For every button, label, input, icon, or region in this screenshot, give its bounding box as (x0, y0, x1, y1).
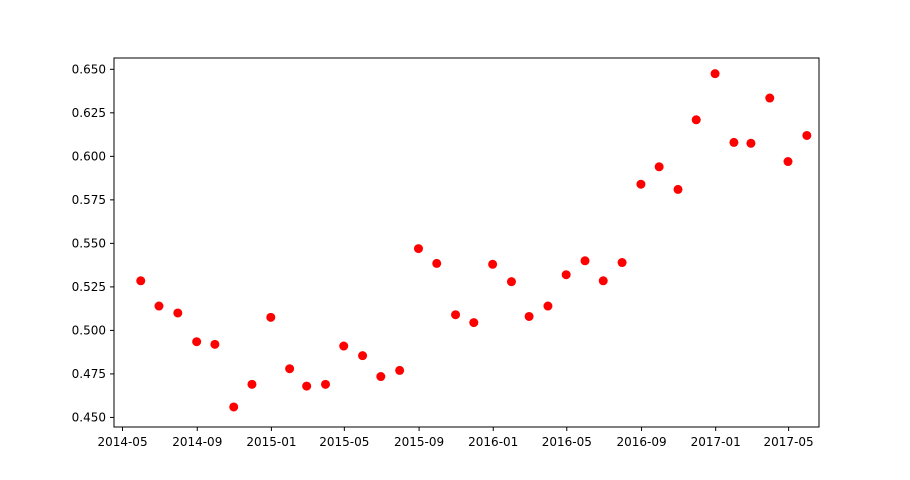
data-point (654, 162, 664, 172)
data-point (729, 137, 739, 147)
y-tick-label: 0.600 (72, 149, 106, 163)
data-point (636, 179, 646, 189)
y-tick-label: 0.550 (72, 236, 106, 250)
data-point (136, 276, 146, 286)
data-point (543, 301, 553, 311)
y-tick-label: 0.525 (72, 280, 106, 294)
y-axis: 0.450 0.475 0.500 0.525 0.550 0.575 0.600 0.625… (72, 62, 114, 424)
data-point (469, 318, 479, 328)
y-tick-label: 0.575 (72, 193, 106, 207)
data-point (339, 341, 349, 351)
y-tick-label: 0.475 (72, 367, 106, 381)
x-tick-label: 2016-05 (542, 435, 592, 449)
data-point (321, 379, 330, 389)
x-tick-label: 2014-09 (172, 435, 222, 449)
data-point (802, 130, 812, 140)
data-point (673, 184, 683, 194)
x-axis: 2014-05 2014-09 2015-01 2015-05 2015-09 2016-… (97, 427, 814, 449)
data-point (413, 244, 423, 254)
data-point (783, 157, 793, 167)
data-point (395, 365, 405, 375)
data-point (432, 258, 442, 268)
x-tick-label: 2014-05 (97, 435, 147, 449)
data-point (285, 364, 295, 374)
data-point (247, 379, 257, 389)
plot-frame (113, 57, 820, 428)
data-point (302, 381, 312, 391)
x-tick-label: 2017-01 (691, 435, 741, 449)
x-tick-label: 2017-05 (764, 435, 814, 449)
data-point (746, 138, 756, 148)
data-point (506, 277, 516, 287)
data-point (598, 276, 608, 286)
data-point (617, 258, 627, 268)
data-point (192, 337, 202, 347)
data-point (173, 308, 183, 318)
data-point (376, 372, 386, 382)
y-tick-label: 0.650 (72, 62, 106, 76)
plot-area (136, 69, 812, 412)
data-point (229, 402, 239, 412)
y-tick-label: 0.500 (72, 323, 106, 337)
x-tick-label: 2015-01 (246, 435, 296, 449)
y-tick-label: 0.450 (72, 410, 106, 424)
x-tick-label: 2016-09 (616, 435, 666, 449)
data-point (266, 312, 276, 322)
data-point (580, 256, 590, 266)
data-point (561, 270, 571, 280)
data-point (358, 351, 368, 361)
data-point (765, 93, 775, 103)
data-point (524, 311, 534, 321)
x-tick-label: 2015-05 (319, 435, 369, 449)
x-tick-label: 2016-01 (468, 435, 518, 449)
data-point (210, 339, 220, 349)
data-point (154, 301, 164, 311)
data-point (488, 259, 498, 269)
data-point (451, 310, 461, 320)
y-tick-label: 0.625 (72, 106, 106, 120)
data-point (691, 115, 701, 125)
x-tick-label: 2015-09 (394, 435, 444, 449)
data-point (710, 69, 720, 79)
